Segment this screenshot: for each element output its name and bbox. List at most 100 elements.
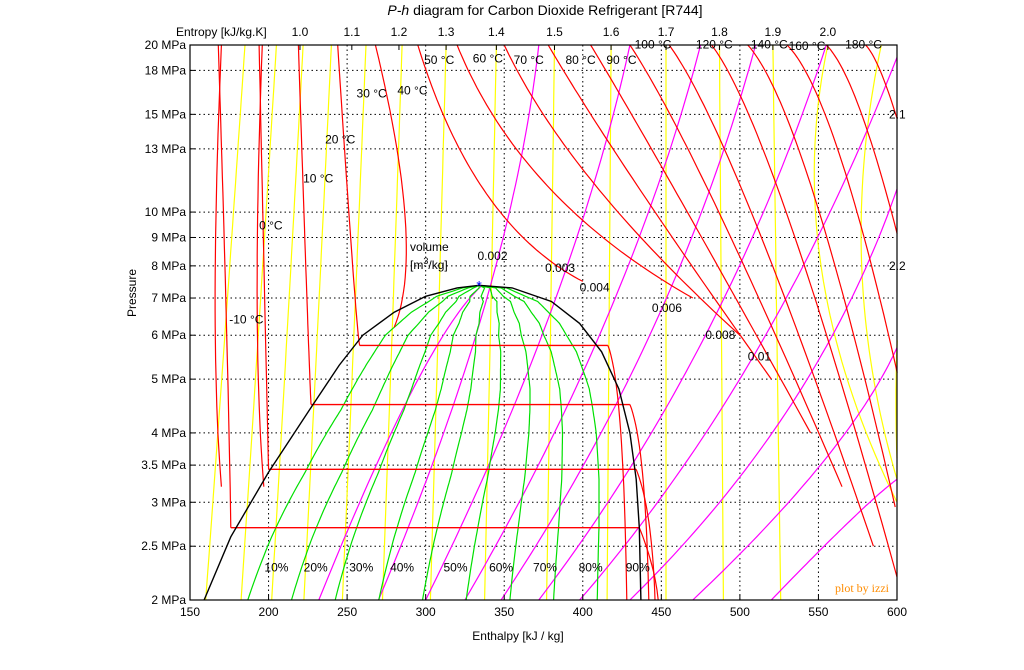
isochore-lines <box>318 44 898 601</box>
isotherm-label: 180 °C <box>845 38 882 52</box>
y-tick-label: 18 MPa <box>145 63 187 77</box>
isochore-line <box>318 284 483 601</box>
isentrope-line <box>772 44 782 601</box>
isotherm-vapor <box>638 527 659 601</box>
top-axis-label: Entropy [kJ/kg.K] <box>176 25 267 39</box>
isotherm-label: 60 °C <box>473 51 503 65</box>
isotherm-supercritical <box>786 44 898 373</box>
quality-line <box>378 285 480 601</box>
top-axis-tick-label: 1.1 <box>343 25 360 39</box>
top-axis-tick-label: 1.0 <box>292 25 309 39</box>
quality-label: 70% <box>533 561 557 575</box>
y-tick-label: 6 MPa <box>151 328 186 342</box>
isotherm-vapor <box>629 404 650 601</box>
isotherm-label: 120 °C <box>696 38 733 52</box>
quality-line <box>479 284 531 601</box>
isotherm-label: -10 °C <box>229 312 263 326</box>
isochore-line <box>629 188 898 601</box>
x-tick-label: 450 <box>651 605 671 619</box>
isotherm-label: 0 °C <box>259 219 283 233</box>
isotherm-label: 80 °C <box>565 53 595 67</box>
axis-ticks: 150 200 250 300 350 400 450 500 550 600 2 MPa 2.5 M… <box>141 25 907 619</box>
volume-line-label: 0.008 <box>705 328 735 342</box>
isotherm-liquid <box>258 44 270 470</box>
isotherm-label: 90 °C <box>606 53 636 67</box>
y-tick-label: 2 MPa <box>151 593 186 607</box>
x-axis-label: Enthalpy [kJ / kg] <box>472 629 563 643</box>
right-axis-label: 2.2 <box>889 259 906 273</box>
y-tick-label: 10 MPa <box>145 205 187 219</box>
y-tick-label: 7 MPa <box>151 291 186 305</box>
isotherm-label: 20 °C <box>325 132 355 146</box>
y-tick-label: 3 MPa <box>151 495 186 509</box>
isotherm-liquid <box>214 44 222 487</box>
isotherm-supercritical <box>547 44 772 380</box>
isentrope-line <box>813 44 898 503</box>
quality-label: 30% <box>349 561 373 575</box>
volume-line-label: 0.006 <box>652 301 682 315</box>
y-tick-label: 13 MPa <box>145 142 187 156</box>
quality-line <box>421 284 486 601</box>
isentrope-line <box>718 44 724 601</box>
top-axis-tick-label: 2.0 <box>820 25 837 39</box>
isochore-line <box>425 44 631 601</box>
saturation-dome: * <box>203 277 642 601</box>
quality-label: 90% <box>626 561 650 575</box>
isotherm-liquid <box>297 44 312 405</box>
x-tick-label: 200 <box>259 605 279 619</box>
y-tick-label: 5 MPa <box>151 372 186 386</box>
isentrope-line <box>484 44 497 601</box>
volume-line-label: 0.004 <box>580 280 610 294</box>
y-axis-label: Pressure <box>125 269 139 317</box>
quality-line <box>479 284 564 601</box>
quality-lines <box>247 284 600 601</box>
top-axis-tick-label: 1.2 <box>391 25 408 39</box>
isentrope-line <box>341 44 367 601</box>
x-tick-label: 250 <box>337 605 357 619</box>
isotherm-label: 40 °C <box>397 83 427 97</box>
right-axis-label: 2.1 <box>889 107 906 121</box>
isotherm-supercritical <box>417 44 584 282</box>
quality-line <box>465 284 502 601</box>
quality-label: 60% <box>489 561 513 575</box>
isotherm-vapor <box>635 469 656 601</box>
isochore-line <box>692 347 898 601</box>
x-tick-label: 600 <box>887 605 907 619</box>
quality-line <box>479 284 600 601</box>
volume-label: volume <box>410 240 449 254</box>
y-tick-label: 4 MPa <box>151 426 186 440</box>
isotherm-supercritical <box>711 44 898 578</box>
x-tick-label: 500 <box>730 605 750 619</box>
isentrope-lines <box>205 44 898 601</box>
y-tick-label: 3.5 MPa <box>141 458 186 472</box>
isotherm-supercritical <box>590 44 812 434</box>
isotherm-label: 70 °C <box>514 53 544 67</box>
y-tick-label: 15 MPa <box>145 107 187 121</box>
isentrope-line <box>271 44 304 601</box>
isotherm-supercritical <box>668 44 874 547</box>
chart-title: P-h diagram for Carbon Dioxide Refrigera… <box>387 2 702 18</box>
quality-label: 40% <box>390 561 414 575</box>
top-axis-tick-label: 1.9 <box>765 25 782 39</box>
isotherm-supercritical <box>747 44 896 508</box>
isentrope-line <box>381 44 403 601</box>
isotherm-vapor <box>607 345 628 601</box>
quality-line <box>290 284 480 601</box>
top-axis-tick-label: 1.3 <box>438 25 455 39</box>
isochore-line <box>377 44 540 601</box>
quality-line <box>247 284 480 601</box>
isentrope-line <box>606 44 612 601</box>
x-tick-label: 300 <box>416 605 436 619</box>
isotherm-liquid <box>337 44 361 346</box>
isotherm-supercritical <box>865 44 898 120</box>
quality-line <box>334 284 480 601</box>
isentrope-line <box>205 44 246 601</box>
isotherm-label: 160 °C <box>789 39 826 53</box>
x-tick-label: 150 <box>180 605 200 619</box>
isentrope-line <box>429 44 447 601</box>
isotherm-supercritical <box>456 44 694 299</box>
isotherm-supercritical <box>374 44 407 328</box>
grid <box>190 45 897 600</box>
x-tick-label: 400 <box>573 605 593 619</box>
top-axis-tick-label: 1.7 <box>658 25 675 39</box>
